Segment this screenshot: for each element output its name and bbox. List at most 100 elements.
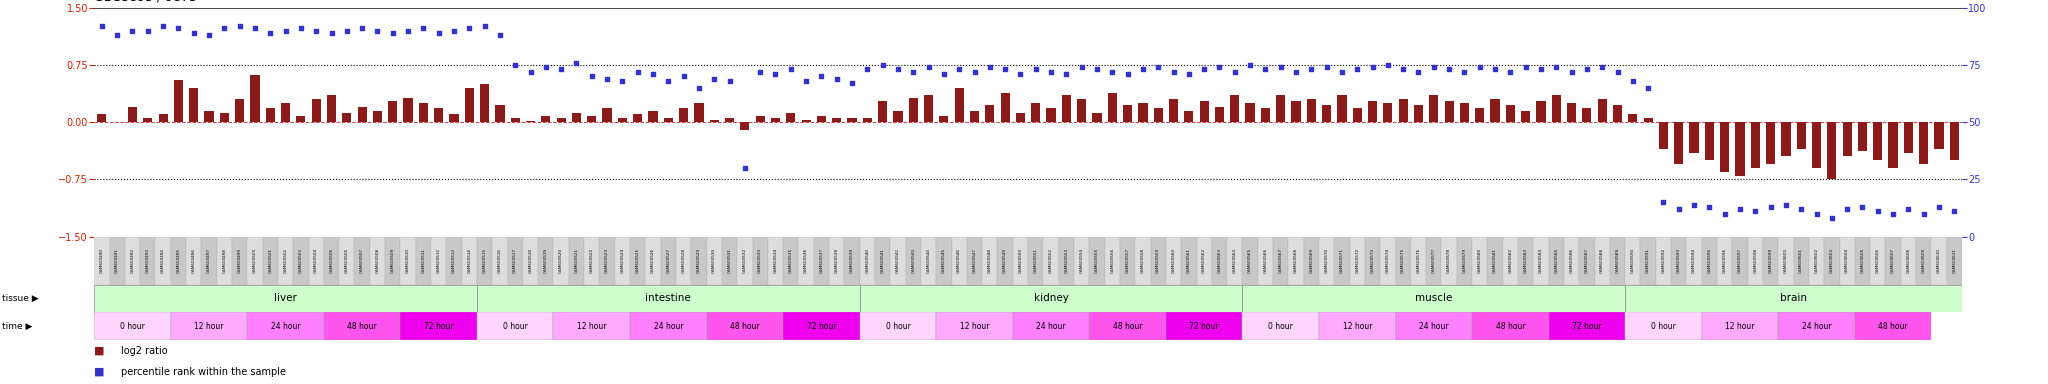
Bar <box>188 88 199 122</box>
Point <box>346 25 379 31</box>
Bar <box>236 99 244 122</box>
Text: 48 hour: 48 hour <box>1112 321 1143 331</box>
Bar <box>156 237 170 285</box>
Point <box>422 30 455 36</box>
Bar <box>262 237 279 285</box>
Text: GSM603577: GSM603577 <box>1432 248 1436 273</box>
Bar <box>94 312 170 340</box>
Bar <box>1645 118 1653 122</box>
Bar <box>786 113 795 122</box>
Bar <box>479 84 489 122</box>
Bar <box>170 237 186 285</box>
Text: tissue ▶: tissue ▶ <box>2 294 39 303</box>
Bar <box>1169 99 1178 122</box>
Point <box>209 25 242 31</box>
Bar <box>1319 237 1335 285</box>
Bar <box>1548 237 1565 285</box>
Bar <box>1917 237 1931 285</box>
Bar <box>1382 103 1393 122</box>
Bar <box>1702 237 1716 285</box>
Bar <box>1628 114 1638 122</box>
Point <box>1724 206 1757 212</box>
Bar <box>1276 95 1286 122</box>
Point <box>1524 66 1556 73</box>
Text: GSM603582: GSM603582 <box>1507 248 1511 273</box>
Bar <box>1874 122 1882 160</box>
Bar <box>328 95 336 122</box>
Bar <box>752 237 768 285</box>
Text: 0 hour: 0 hour <box>1651 321 1675 331</box>
Bar <box>694 103 705 122</box>
Text: GSM603536: GSM603536 <box>805 248 809 273</box>
Bar <box>1307 99 1317 122</box>
Point <box>117 28 150 34</box>
Point <box>1403 69 1436 75</box>
Text: 24 hour: 24 hour <box>1802 321 1831 331</box>
Text: 12 hour: 12 hour <box>195 321 223 331</box>
Bar <box>664 118 674 122</box>
Text: GSM603546: GSM603546 <box>956 248 961 273</box>
Text: 12 hour: 12 hour <box>578 321 606 331</box>
Point <box>1739 208 1772 214</box>
Bar <box>477 237 492 285</box>
Bar <box>418 103 428 122</box>
Text: 24 hour: 24 hour <box>270 321 301 331</box>
Bar <box>711 120 719 122</box>
Bar <box>1782 122 1790 156</box>
Text: GSM603548: GSM603548 <box>987 248 991 273</box>
Point <box>1862 208 1894 214</box>
Text: GSM603491: GSM603491 <box>115 248 119 273</box>
Bar <box>649 111 657 122</box>
Bar <box>967 237 983 285</box>
Text: GSM603538: GSM603538 <box>836 248 840 273</box>
Text: GSM603530: GSM603530 <box>713 248 717 273</box>
Text: 24 hour: 24 hour <box>1419 321 1448 331</box>
Text: 0 hour: 0 hour <box>121 321 145 331</box>
Bar <box>1948 237 1962 285</box>
Bar <box>1610 237 1626 285</box>
Text: GSM603590: GSM603590 <box>1630 248 1634 273</box>
Point <box>1188 66 1221 73</box>
Bar <box>389 101 397 122</box>
Bar <box>1567 103 1577 122</box>
Text: GSM603543: GSM603543 <box>911 248 915 273</box>
Point <box>1892 206 1925 212</box>
Text: GSM603533: GSM603533 <box>758 248 762 273</box>
Text: GSM603605: GSM603605 <box>1860 248 1864 273</box>
Bar <box>1319 312 1395 340</box>
Bar <box>1292 101 1300 122</box>
Bar <box>1778 237 1794 285</box>
Text: GSM603579: GSM603579 <box>1462 248 1466 273</box>
Text: GSM603540: GSM603540 <box>866 248 868 273</box>
Text: GSM603552: GSM603552 <box>1049 248 1053 273</box>
Bar <box>1350 237 1364 285</box>
Bar <box>1092 113 1102 122</box>
Bar <box>1288 237 1305 285</box>
Text: GSM603593: GSM603593 <box>1677 248 1681 273</box>
Bar <box>645 237 662 285</box>
Point <box>1434 66 1466 73</box>
Bar <box>1931 237 1948 285</box>
Bar <box>496 105 504 122</box>
Point <box>621 69 653 75</box>
Point <box>791 78 823 84</box>
Bar <box>1245 103 1255 122</box>
Text: GSM603560: GSM603560 <box>1171 248 1176 273</box>
Bar <box>813 237 829 285</box>
Text: GSM603587: GSM603587 <box>1585 248 1589 273</box>
Point <box>162 25 195 31</box>
Text: GSM603599: GSM603599 <box>1769 248 1774 273</box>
Bar <box>434 108 442 122</box>
Point <box>852 66 885 73</box>
Bar <box>1243 285 1626 312</box>
Bar <box>109 237 125 285</box>
Bar <box>1548 312 1626 340</box>
Point <box>1356 64 1389 70</box>
Bar <box>446 237 461 285</box>
Point <box>1020 66 1053 73</box>
Text: 12 hour: 12 hour <box>1724 321 1755 331</box>
Bar <box>373 111 383 122</box>
Bar <box>692 237 707 285</box>
Point <box>1386 66 1419 73</box>
Bar <box>1073 237 1090 285</box>
